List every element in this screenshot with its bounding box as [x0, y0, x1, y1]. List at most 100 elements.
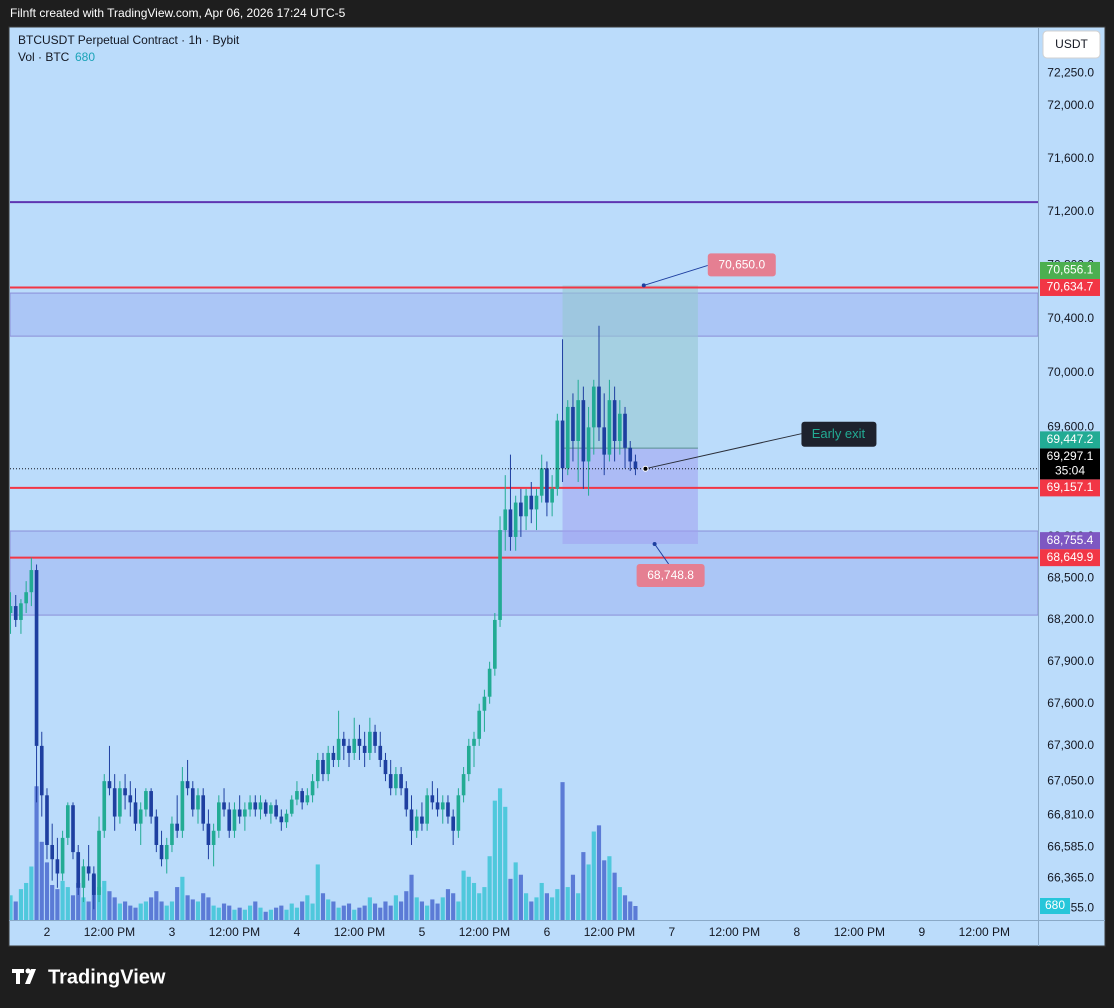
volume-bar — [81, 897, 86, 920]
connector — [643, 264, 708, 286]
x-tick-label: 3 — [169, 925, 176, 939]
volume-bar — [367, 897, 372, 920]
volume-bar — [596, 825, 602, 920]
currency-label[interactable]: USDT — [1055, 37, 1088, 51]
volume-bar — [383, 901, 388, 920]
candle-body — [487, 668, 492, 697]
candle-body — [394, 774, 398, 789]
candle-body — [357, 738, 362, 746]
y-tick-label: 70,400.0 — [1047, 311, 1094, 325]
legend-title: BTCUSDT Perpetual Contract · 1h · Bybit — [18, 33, 240, 47]
volume-bar — [555, 889, 560, 920]
volume-bar — [180, 876, 185, 920]
volume-bar — [550, 897, 555, 920]
volume-bar — [310, 903, 315, 920]
volume-bar — [294, 907, 300, 920]
volume-bar — [112, 897, 117, 920]
candle-body — [373, 731, 377, 746]
legend-volume: Vol · BTC — [18, 50, 70, 64]
volume-bar — [206, 897, 211, 920]
candle-body — [326, 752, 331, 775]
candle-body — [289, 799, 294, 814]
volume-bar — [315, 864, 320, 920]
candle-body — [206, 823, 211, 845]
candle-body — [237, 809, 242, 817]
candle-body — [430, 795, 435, 803]
volume-bar — [159, 901, 164, 920]
volume-bar — [539, 882, 544, 920]
candle-body — [539, 468, 544, 496]
volume-bar — [346, 903, 352, 920]
candle-body — [571, 406, 575, 441]
candle-body — [378, 745, 383, 760]
volume-bar — [518, 874, 523, 920]
y-tick-label: 66,810.0 — [1047, 807, 1094, 821]
candle-body — [10, 606, 13, 614]
volume-bar — [86, 901, 91, 920]
annotation-connector — [645, 433, 802, 470]
currency-button[interactable] — [1042, 30, 1101, 59]
candle-body — [440, 802, 445, 810]
volume-bar — [34, 786, 39, 920]
candle-body — [149, 791, 153, 817]
candle-body — [456, 795, 461, 831]
volume-label: 680 — [1045, 898, 1065, 912]
volume-bar — [300, 901, 305, 920]
candle-body — [258, 802, 263, 810]
volume-bar — [70, 895, 76, 920]
volume-bar — [497, 788, 503, 920]
candle-body — [76, 852, 81, 888]
volume-bar — [263, 911, 268, 920]
logo-mark — [25, 969, 36, 984]
price-label-box — [1040, 261, 1100, 279]
candle-body — [45, 795, 49, 845]
volume-bar — [456, 901, 461, 920]
x-tick-label: 12:00 PM — [834, 925, 885, 939]
candle-body — [34, 570, 39, 746]
volume-bar — [169, 901, 175, 920]
candle-body — [368, 731, 372, 753]
candle-body — [211, 830, 216, 845]
volume-bar — [492, 800, 497, 920]
candle-body — [50, 844, 55, 860]
x-tick-label: 12:00 PM — [709, 925, 760, 939]
connector — [654, 543, 670, 565]
volume-bar — [591, 831, 596, 920]
candle-body — [253, 802, 258, 810]
volume-bar — [227, 905, 232, 920]
volume-bar — [586, 864, 591, 920]
volume-bar — [393, 895, 398, 920]
candle-body — [144, 791, 148, 810]
volume-bar — [466, 876, 471, 920]
volume-bar — [524, 893, 529, 920]
pane — [10, 201, 1038, 920]
anchor-dot — [652, 541, 657, 546]
candle-body — [29, 570, 34, 593]
volume-bar — [378, 907, 383, 920]
volume-bar — [123, 901, 128, 920]
volume-bar — [602, 860, 607, 920]
x-tick-label: 6 — [544, 925, 551, 939]
volume-bar — [185, 895, 190, 920]
annotation-text: Early exit — [812, 426, 866, 441]
volume-bar — [440, 897, 445, 920]
candle-body — [446, 802, 450, 817]
volume-bar — [404, 891, 409, 920]
x-tick-label: 4 — [294, 925, 301, 939]
candle-body — [545, 468, 549, 503]
y-tick-label: 68,200.0 — [1047, 612, 1094, 626]
price-label-box — [1040, 479, 1100, 497]
price-label: 70,656.1 — [1047, 263, 1094, 277]
volume-bar — [143, 901, 149, 920]
candle-body — [482, 696, 487, 711]
volume-bar — [10, 895, 13, 920]
candle-body — [269, 805, 273, 814]
candle-body — [175, 823, 179, 831]
logo-mark — [25, 968, 31, 974]
legend-volume-value: 680 — [75, 50, 95, 64]
candle-body — [185, 781, 190, 789]
candle-body — [529, 495, 534, 510]
candle-body — [425, 795, 429, 824]
candle-body — [243, 809, 247, 817]
candle-body — [565, 406, 570, 469]
